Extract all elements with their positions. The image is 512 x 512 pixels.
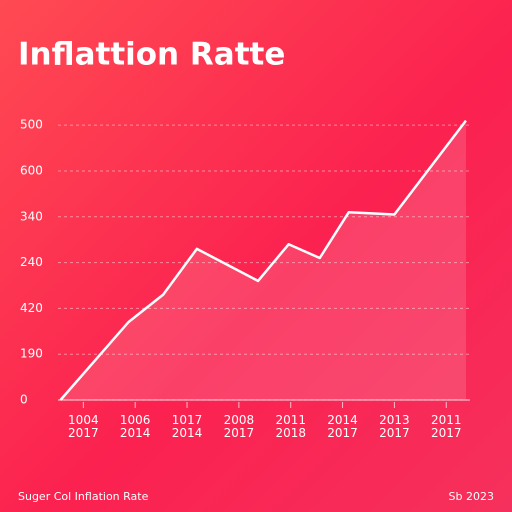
footer-right: Sb 2023 <box>449 490 494 503</box>
x-tick-label: 2014 2017 <box>327 413 358 440</box>
area <box>60 120 466 400</box>
line <box>59 119 467 401</box>
y-tick-label: 0 <box>20 393 28 407</box>
chart-title: Inflattion Ratte <box>18 37 285 73</box>
x-tick-label: 2011 2017 <box>430 413 462 440</box>
y-tick-label: 420 <box>20 301 43 315</box>
x-tick-label: 2008 2017 <box>223 413 255 440</box>
y-tick-label: 240 <box>20 255 43 269</box>
y-tick-label: 340 <box>20 209 43 223</box>
x-tick-label: 1004 2017 <box>68 413 99 440</box>
y-tick-label: 500 <box>20 118 43 132</box>
x-tick-label: 2011 2018 <box>275 413 306 440</box>
y-tick-label: 190 <box>20 347 43 361</box>
y-tick-label: 600 <box>20 163 43 177</box>
footer-left: Suger Col Inflation Rate <box>18 490 149 503</box>
x-tick-label: 1017 2014 <box>171 413 203 440</box>
x-tick-label: 2013 2017 <box>379 413 410 440</box>
x-tick-label: 1006 2014 <box>119 413 151 440</box>
